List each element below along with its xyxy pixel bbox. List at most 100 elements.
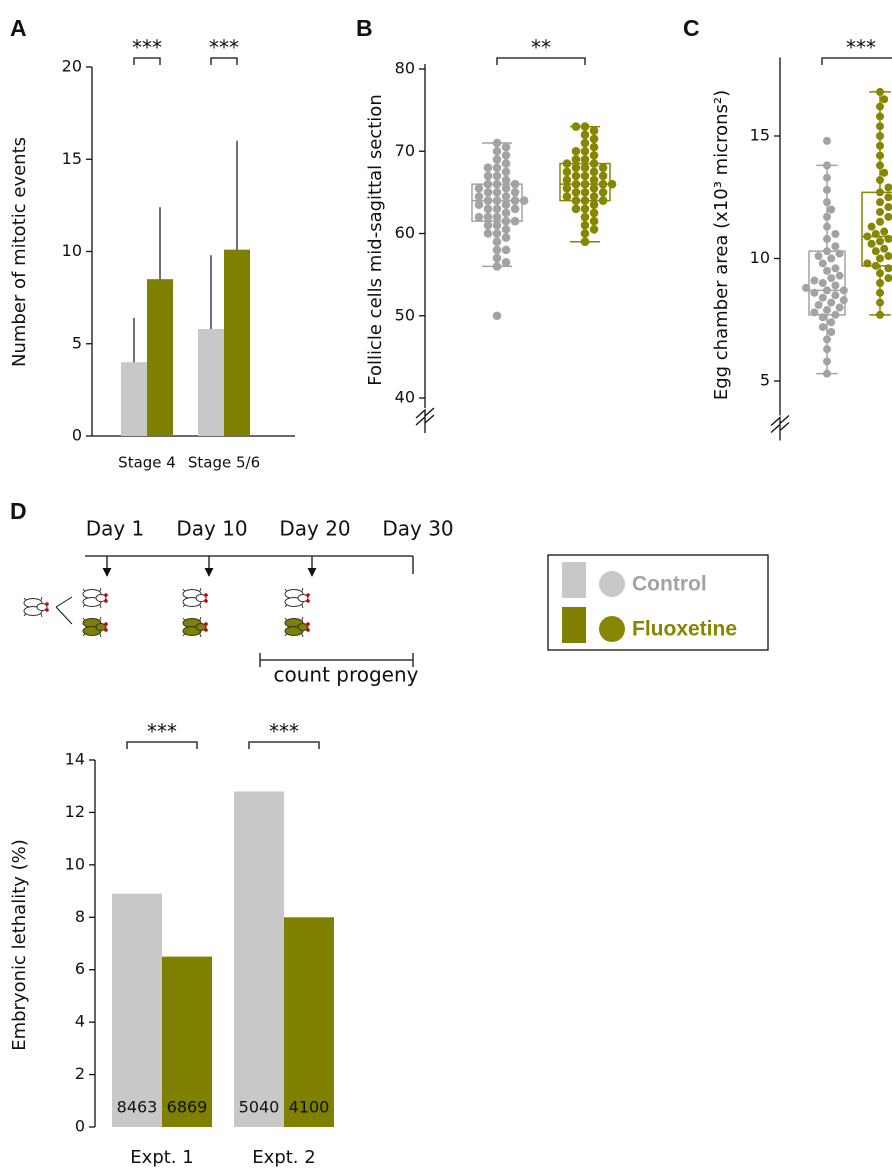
data-point <box>835 271 844 280</box>
data-point <box>580 130 590 140</box>
data-point <box>483 196 493 205</box>
data-point <box>823 345 831 354</box>
data-point <box>589 225 599 234</box>
data-point <box>589 142 599 152</box>
data-point <box>876 112 884 121</box>
data-point <box>580 138 590 148</box>
data-point <box>589 216 599 226</box>
data-point <box>492 146 502 156</box>
data-point <box>501 200 511 210</box>
data-point <box>492 212 502 222</box>
data-point <box>884 274 892 283</box>
y-tick-label: 15 <box>62 149 82 168</box>
data-point <box>871 261 880 270</box>
data-point <box>589 167 599 177</box>
data-point <box>580 179 590 189</box>
data-point <box>571 188 581 197</box>
data-point <box>589 134 599 144</box>
data-point <box>880 244 889 253</box>
data-point <box>501 151 511 160</box>
data-point <box>580 204 590 214</box>
timeline-day: Day 1 <box>86 517 145 541</box>
data-point <box>501 159 511 168</box>
y-tick-label: 5 <box>72 333 82 352</box>
significance-label: *** <box>269 720 299 744</box>
data-point <box>818 323 827 332</box>
data-point <box>802 283 810 292</box>
bar <box>147 279 173 436</box>
panel-label: D <box>10 498 27 524</box>
data-point <box>492 171 502 181</box>
data-point <box>501 245 511 255</box>
data-point <box>580 122 590 131</box>
x-tick-label: Stage 4 <box>118 454 176 472</box>
data-point <box>492 204 502 214</box>
data-point <box>876 269 884 278</box>
data-point <box>580 188 590 197</box>
bar <box>284 917 334 1127</box>
data-point <box>880 227 889 236</box>
sample-size-label: 5040 <box>239 1098 280 1117</box>
data-point <box>492 179 502 189</box>
data-point <box>823 369 831 378</box>
data-point <box>562 183 572 193</box>
axis-break <box>415 407 435 433</box>
data-point <box>876 207 884 216</box>
data-point <box>501 208 511 218</box>
fly-icons <box>23 587 311 638</box>
data-point <box>580 237 590 247</box>
progeny-bracket <box>259 653 414 667</box>
data-point <box>835 249 844 258</box>
data-point <box>483 188 493 197</box>
y-axis-label: Egg chamber area (x10³ microns²) <box>711 90 732 400</box>
legend-marker <box>599 616 625 642</box>
data-point <box>831 281 840 290</box>
data-point <box>492 237 502 247</box>
x-tick-label: Stage 5/6 <box>188 454 260 472</box>
data-point <box>876 279 884 287</box>
data-point <box>580 146 590 156</box>
data-point <box>589 183 599 193</box>
data-point <box>810 276 819 285</box>
data-point <box>483 179 493 189</box>
data-point <box>492 245 502 255</box>
data-point <box>823 357 831 366</box>
data-point <box>880 95 889 104</box>
legend-label: Control <box>632 573 707 596</box>
data-point <box>823 185 831 194</box>
data-point <box>867 239 876 248</box>
significance-bracket <box>821 57 892 65</box>
data-point <box>839 296 848 305</box>
data-point <box>571 204 581 214</box>
data-point <box>863 232 872 241</box>
data-point <box>571 146 581 156</box>
data-point <box>501 142 511 152</box>
data-point <box>818 293 827 302</box>
significance-bracket <box>496 57 586 65</box>
data-point <box>492 229 502 238</box>
data-point <box>571 163 581 172</box>
data-point <box>571 171 581 181</box>
y-tick-label: 80 <box>395 59 415 78</box>
data-point <box>519 196 529 205</box>
bar <box>234 791 284 1127</box>
bar <box>198 328 224 436</box>
timeline-day: Day 10 <box>176 517 247 541</box>
data-point <box>580 220 590 230</box>
significance-label: *** <box>846 36 876 60</box>
data-point <box>876 176 884 185</box>
x-tick-label: Expt. 1 <box>130 1147 193 1168</box>
data-point <box>876 217 884 226</box>
data-point <box>492 220 502 230</box>
y-axis-label: Follicle cells mid-sagittal section <box>365 94 386 385</box>
axis-break <box>770 415 790 441</box>
y-tick-label: 0 <box>72 426 82 445</box>
data-point <box>474 183 484 193</box>
data-point <box>483 220 493 230</box>
data-point <box>876 141 884 150</box>
y-tick-label: 20 <box>62 57 82 76</box>
data-point <box>818 259 827 268</box>
data-point <box>501 192 511 201</box>
data-point <box>483 229 493 238</box>
